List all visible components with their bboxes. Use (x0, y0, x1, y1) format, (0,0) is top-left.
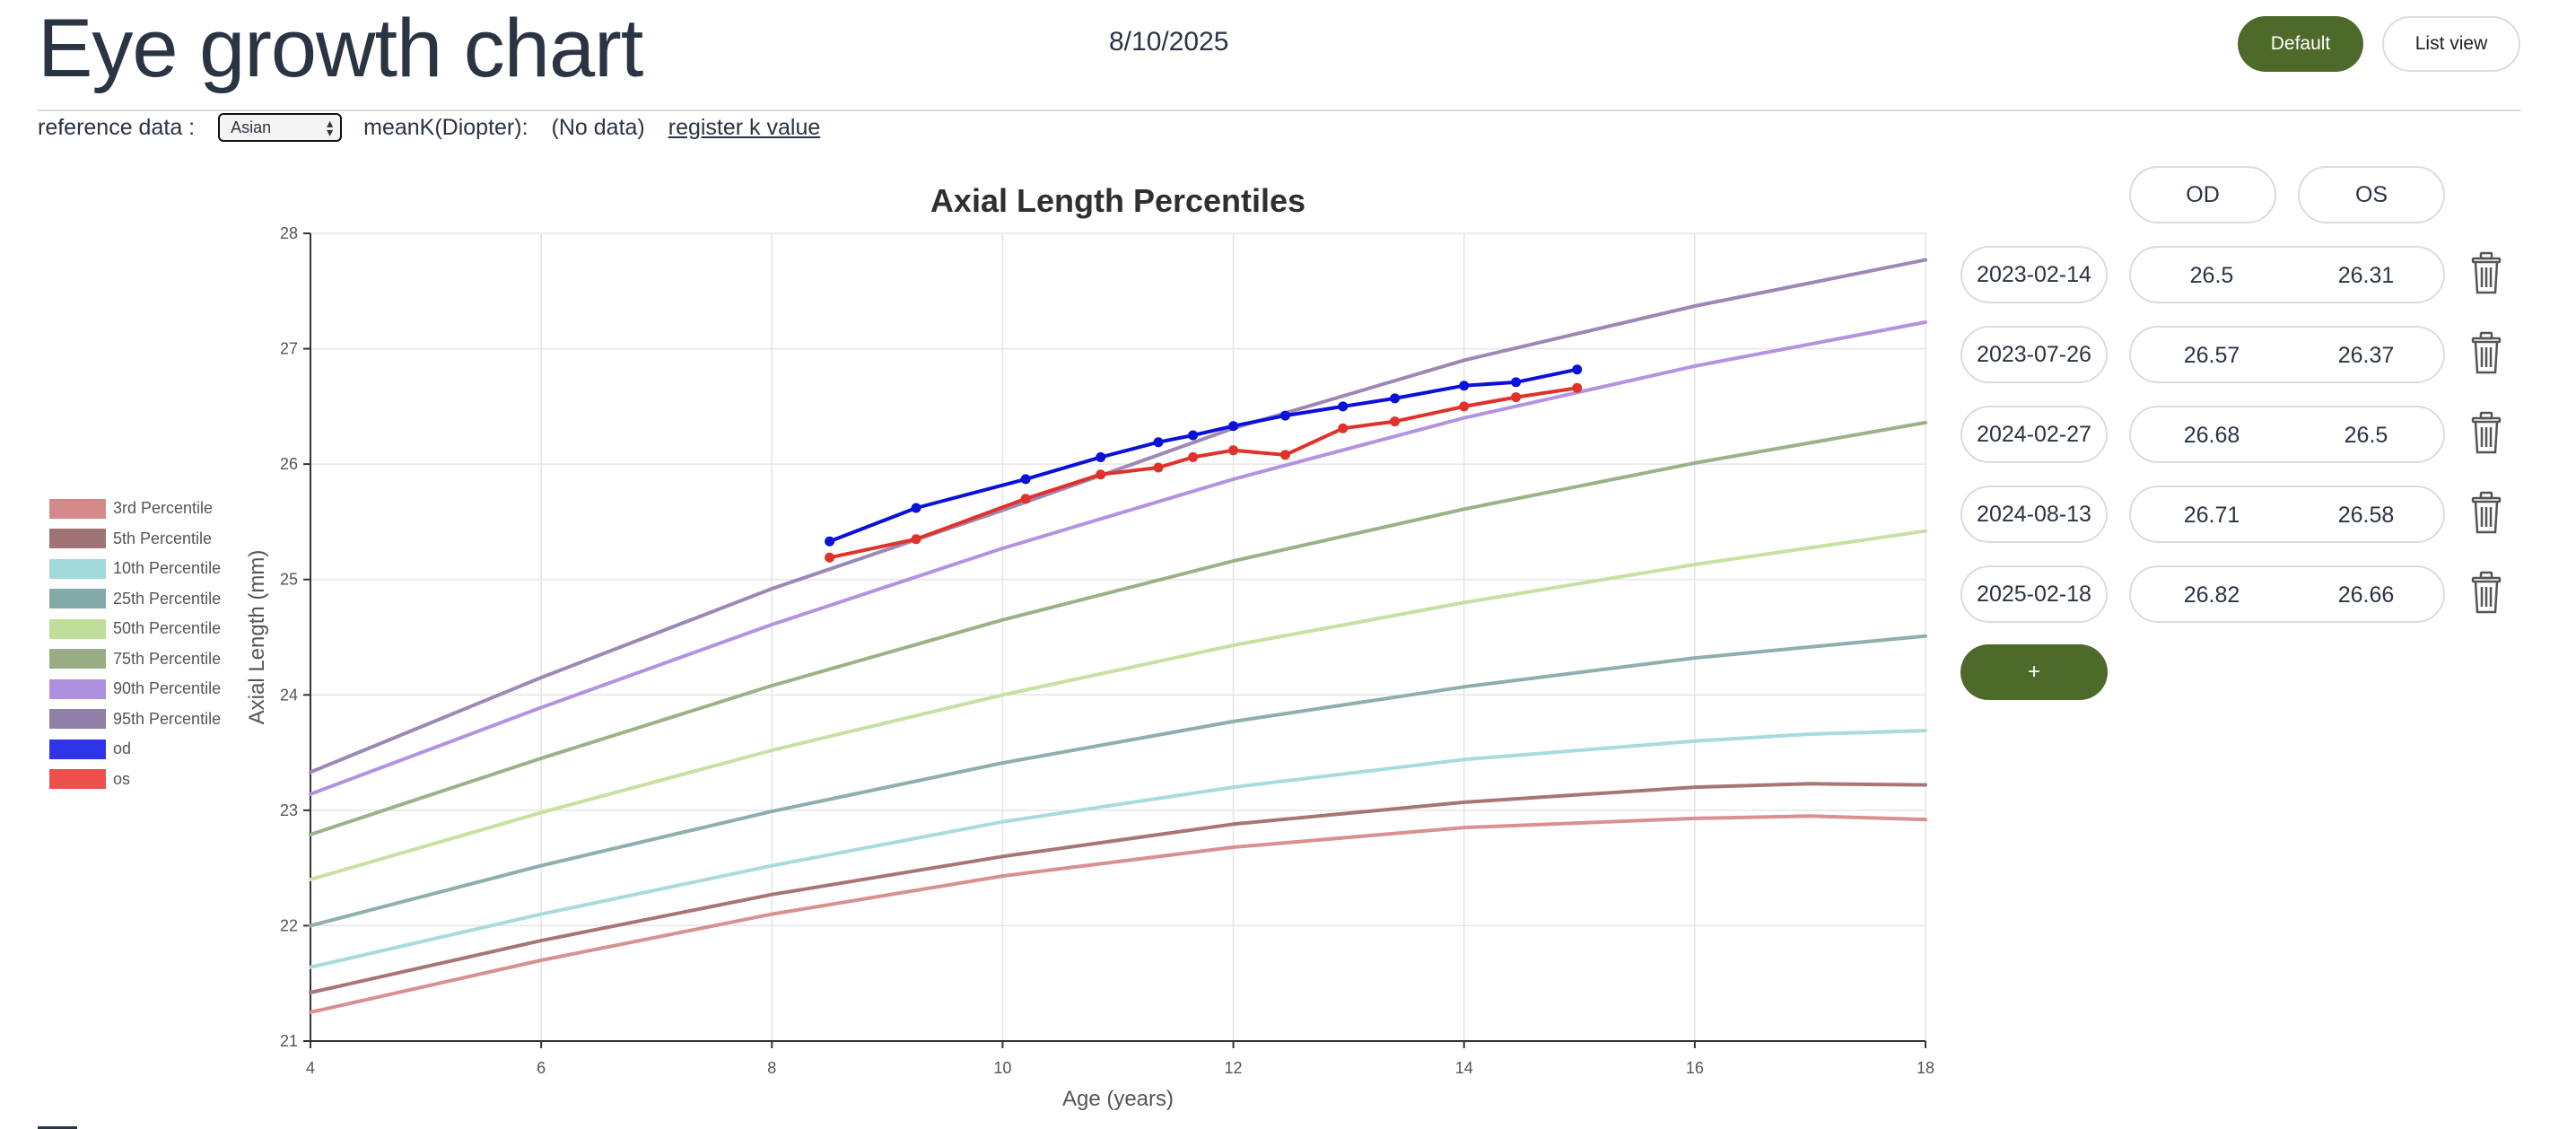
y-tick-label: 25 (280, 571, 298, 589)
axial-length-chart: 4 6 8 10 12 14 16 18 21 22 23 24 25 26 27 28 Axial Lengt… (0, 0, 1956, 1121)
data-point-os (1096, 469, 1105, 479)
record-values[interactable]: 26.82 26.66 (2129, 565, 2445, 623)
trash-icon[interactable] (2470, 571, 2502, 616)
data-point-os (1154, 463, 1164, 473)
record-date[interactable]: 2025-02-18 (1960, 565, 2108, 623)
data-point-os (1459, 401, 1469, 411)
trash-icon[interactable] (2470, 331, 2502, 376)
record-values[interactable]: 26.57 26.37 (2129, 326, 2445, 383)
data-point-os (1390, 416, 1400, 426)
record-date[interactable]: 2024-08-13 (1960, 486, 2108, 543)
record-os-value: 26.58 (2312, 503, 2420, 529)
series-line-25th-percentile (310, 636, 1925, 926)
data-point-os (1338, 424, 1348, 433)
y-axis-label: Axial Length (mm) (245, 550, 269, 725)
data-point-os (1572, 383, 1582, 393)
record-date[interactable]: 2024-02-27 (1960, 406, 2108, 463)
record-os-value: 26.37 (2312, 343, 2420, 369)
x-tick-label: 12 (1225, 1059, 1243, 1077)
x-tick-label: 6 (537, 1059, 546, 1077)
y-tick-label: 22 (280, 916, 298, 934)
x-axis-label: Age (years) (1062, 1087, 1174, 1111)
x-tick-label: 4 (306, 1059, 315, 1077)
od-column-header[interactable]: OD (2129, 166, 2276, 223)
data-point-os (1280, 450, 1290, 459)
x-tick-label: 18 (1917, 1059, 1934, 1077)
data-point-os (1188, 452, 1198, 462)
data-point-od (1338, 401, 1348, 411)
record-values[interactable]: 26.71 26.58 (2129, 486, 2445, 543)
record-os-value: 26.31 (2312, 263, 2420, 289)
list-view-button[interactable]: List view (2382, 16, 2520, 72)
data-point-os (1021, 494, 1031, 503)
trash-icon[interactable] (2470, 491, 2502, 536)
record-os-value: 26.5 (2312, 423, 2420, 449)
data-point-od (1154, 437, 1164, 447)
os-column-header[interactable]: OS (2298, 166, 2445, 223)
y-tick-label: 21 (280, 1032, 298, 1050)
record-od-value: 26.57 (2158, 343, 2266, 369)
data-point-od (1021, 474, 1031, 484)
data-point-od (825, 537, 834, 547)
data-point-od (1511, 377, 1521, 387)
data-point-os (912, 534, 921, 544)
record-date[interactable]: 2023-02-14 (1960, 246, 2108, 303)
data-point-od (1280, 411, 1290, 421)
x-tick-label: 16 (1686, 1059, 1704, 1077)
data-point-od (1096, 452, 1105, 462)
record-od-value: 26.82 (2158, 582, 2266, 608)
data-point-od (1390, 393, 1400, 403)
y-tick-label: 27 (280, 340, 298, 358)
x-tick-label: 10 (993, 1059, 1011, 1077)
record-date[interactable]: 2023-07-26 (1960, 326, 2108, 383)
record-od-value: 26.5 (2158, 263, 2266, 289)
data-point-od (912, 503, 921, 513)
record-os-value: 26.66 (2312, 582, 2420, 608)
data-point-os (1228, 445, 1238, 455)
y-tick-label: 24 (280, 686, 298, 704)
series-line-3rd-percentile (310, 816, 1925, 1012)
series-line-90th-percentile (310, 322, 1925, 794)
x-tick-label: 8 (767, 1059, 776, 1077)
default-view-button[interactable]: Default (2238, 16, 2363, 72)
series-line-5th-percentile (310, 783, 1925, 993)
data-point-os (1511, 392, 1521, 402)
data-point-od (1572, 364, 1582, 374)
x-tick-label: 14 (1455, 1059, 1473, 1077)
trash-icon[interactable] (2470, 251, 2502, 296)
series-line-10th-percentile (310, 731, 1925, 967)
y-tick-label: 23 (280, 801, 298, 819)
y-tick-label: 26 (280, 455, 298, 473)
y-tick-label: 28 (280, 224, 298, 242)
record-values[interactable]: 26.5 26.31 (2129, 246, 2445, 303)
data-point-od (1228, 421, 1238, 431)
record-values[interactable]: 26.68 26.5 (2129, 406, 2445, 463)
data-point-od (1188, 431, 1198, 441)
chart-title: Axial Length Percentiles (930, 182, 1305, 219)
data-point-od (1459, 381, 1469, 390)
add-record-button[interactable]: + (1960, 644, 2108, 700)
trash-icon[interactable] (2470, 411, 2502, 456)
data-point-os (825, 553, 834, 563)
record-od-value: 26.68 (2158, 423, 2266, 449)
record-od-value: 26.71 (2158, 503, 2266, 529)
series-line-75th-percentile (310, 423, 1925, 835)
